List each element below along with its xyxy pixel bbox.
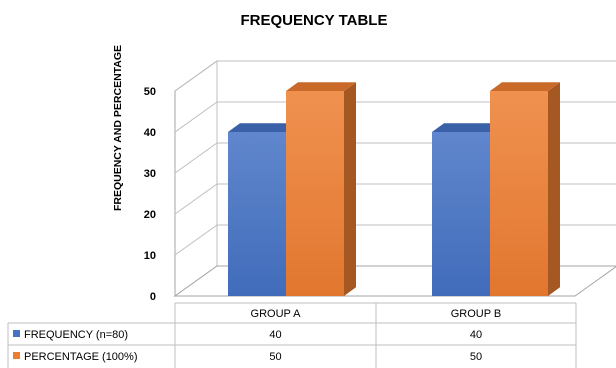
y-tick-label: 30 [144, 168, 156, 180]
gridline [174, 101, 616, 133]
bar [286, 82, 356, 296]
y-axis-label: FREQUENCY AND PERCENTAGE [112, 45, 124, 211]
y-tick-label: 10 [144, 250, 156, 262]
gridline [174, 60, 616, 92]
y-tick-label: 50 [144, 86, 156, 98]
bar-top [228, 123, 298, 132]
legend-label: FREQUENCY (n=80) [24, 329, 128, 341]
table-value: 50 [269, 351, 281, 363]
bar [490, 82, 560, 296]
bar-top [286, 82, 356, 91]
bar-side [344, 82, 356, 296]
bar-top [490, 82, 560, 91]
y-tick-label: 40 [144, 127, 156, 139]
bar-top [432, 123, 502, 132]
y-tick-label: 0 [150, 291, 156, 303]
bar-front [286, 91, 344, 296]
bars [228, 82, 560, 296]
x-tick-label: GROUP A [251, 308, 302, 320]
bar-front [432, 132, 490, 296]
side-wall [174, 60, 218, 297]
table-value: 50 [470, 351, 482, 363]
bar-side [548, 82, 560, 296]
table-value: 40 [269, 329, 281, 341]
legend-swatch [13, 330, 20, 337]
data-table: GROUP A GROUP B FREQUENCY (n=80) 40 40 PERCEN… [7, 302, 577, 368]
y-tick-label: 20 [144, 209, 156, 221]
y-axis-ticks: 0 10 20 30 40 50 [144, 86, 156, 303]
x-tick-label: GROUP B [451, 308, 502, 320]
legend-label: PERCENTAGE (100%) [24, 351, 138, 363]
table-value: 40 [470, 329, 482, 341]
bar-front [490, 91, 548, 296]
bar-front [228, 132, 286, 296]
chart-title: FREQUENCY TABLE [241, 12, 388, 29]
legend-swatch [13, 352, 20, 359]
